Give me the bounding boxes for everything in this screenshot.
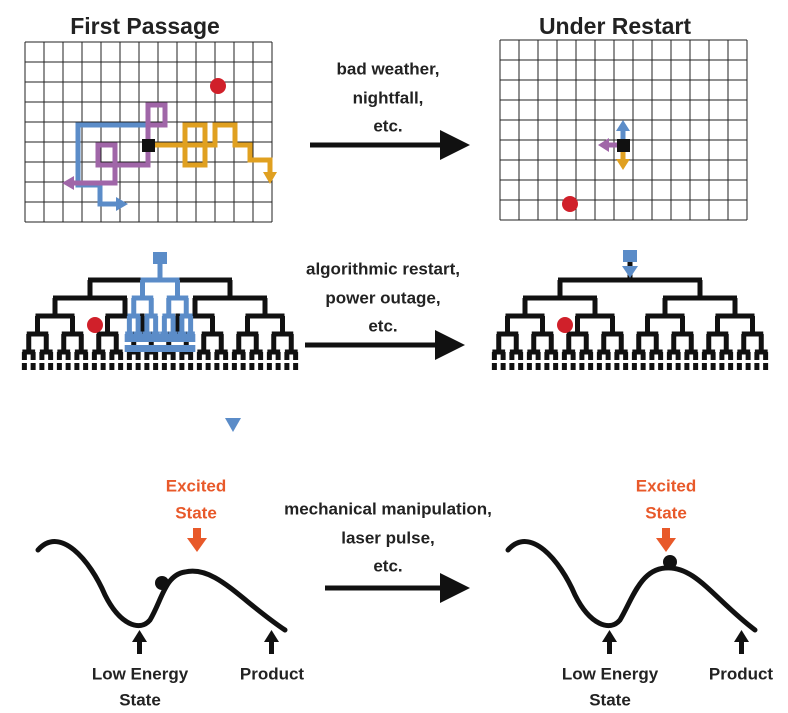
start [142,139,155,152]
arrows [305,145,455,588]
title-right: Under Restart [539,13,691,39]
product-label: Product [709,664,774,683]
particle [663,555,677,569]
low-label: Low Energy [92,664,189,683]
excited-label: State [175,503,217,522]
row-labels: bad weather, nightfall, etc. algorithmic… [284,59,492,575]
arrow-label: power outage, [325,288,440,307]
arrow-label: mechanical manipulation, [284,499,492,518]
product-label: Product [240,664,305,683]
arrow-label: etc. [373,556,402,575]
particle [155,576,169,590]
arrow-label: algorithmic restart, [306,259,460,278]
target [210,78,226,94]
excited-label: State [645,503,687,522]
leaf-arrow [225,418,241,432]
pointer-arrows [132,630,749,654]
root [623,250,637,262]
excited-label: Excited [166,476,226,495]
arrow-label: etc. [373,116,402,135]
diagram: First Passage Under Restart bad weather,… [0,0,788,713]
low-label: State [119,690,161,709]
arrow-label: etc. [368,316,397,335]
root-arrow [622,266,638,278]
target [562,196,578,212]
excited-label: Excited [636,476,696,495]
target [87,317,103,333]
root [153,252,167,264]
arrow-label: bad weather, [337,59,440,78]
title-left: First Passage [70,13,220,39]
walks [62,105,277,211]
arrow-label: nightfall, [353,88,424,107]
target [557,317,573,333]
low-label: Low Energy [562,664,659,683]
start [617,139,630,152]
low-label: State [589,690,631,709]
arrow-label: laser pulse, [341,528,435,547]
